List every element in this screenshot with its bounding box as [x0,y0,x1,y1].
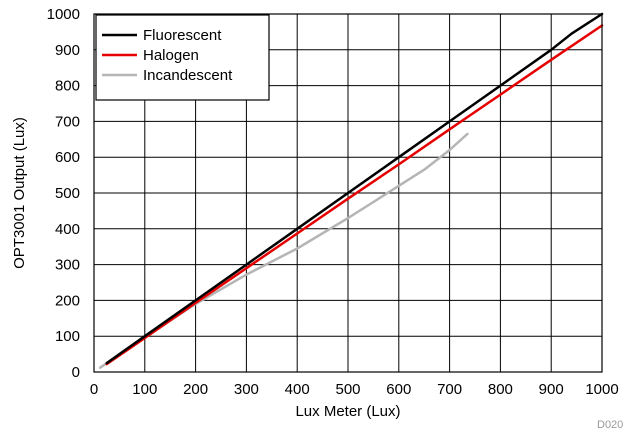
series-lines [98,12,604,369]
x-tick-label: 100 [132,381,157,398]
series-line-halogen [105,24,604,366]
x-tick-label: 1000 [585,381,618,398]
y-tick-labels: 0 100 200 300 400 500 600 700 800 900 1000 [47,6,80,381]
legend-label: Halogen [143,47,199,64]
y-tick-label: 700 [55,113,80,130]
y-tick-label: 900 [55,42,80,59]
figure-code: D020 [597,419,623,431]
y-tick-label: 300 [55,257,80,274]
x-tick-label: 800 [488,381,513,398]
y-tick-label: 100 [55,328,80,345]
y-tick-label: 800 [55,78,80,95]
x-tick-labels: 0 100 200 300 400 500 600 700 800 900 1000 [90,381,619,398]
y-tick-label: 1000 [47,6,80,23]
y-tick-label: 200 [55,292,80,309]
x-tick-label: 200 [183,381,208,398]
legend-box [95,14,270,101]
legend-label: Incandescent [143,67,233,84]
legend-label: Fluorescent [143,27,222,44]
x-tick-label: 0 [90,381,98,398]
plot-frame [93,13,603,373]
series-line-fluorescent [105,12,604,365]
x-tick-label: 400 [285,381,310,398]
series-line-incandescent [98,132,469,369]
legend: Fluorescent Halogen Incandescent [95,14,270,101]
x-tick-label: 500 [335,381,360,398]
y-tick-label: 500 [55,185,80,202]
x-tick-label: 300 [234,381,259,398]
y-axis-label: OPT3001 Output (Lux) [11,117,28,269]
x-axis-label: Lux Meter (Lux) [295,403,400,420]
y-tick-label: 600 [55,149,80,166]
y-tick-label: 400 [55,221,80,238]
x-tick-label: 900 [539,381,564,398]
x-tick-label: 700 [437,381,462,398]
x-tick-label: 600 [386,381,411,398]
y-tick-label: 0 [72,364,80,381]
